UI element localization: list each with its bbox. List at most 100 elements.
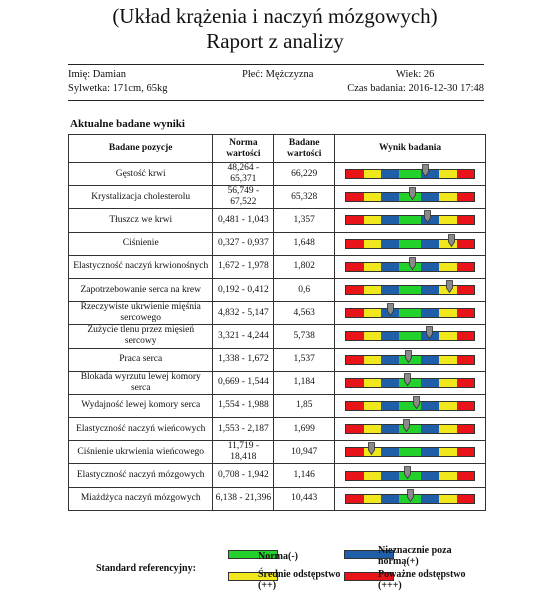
patient-gender: Płeć: Mężczyzna (242, 69, 314, 80)
legend-label: Standard referencyjny: (96, 563, 196, 574)
norm-range: 6,138 - 21,396 (212, 486, 275, 511)
item-name: Elastyczność naczyń wieńcowych (67, 417, 214, 442)
result-bar-cell (334, 486, 486, 511)
result-marker-icon (409, 256, 416, 270)
table-row: Ciśnienie 0,327 - 0,937 1,648 (67, 231, 486, 256)
result-bar (345, 280, 476, 296)
result-bar (345, 349, 476, 365)
divider-top (68, 64, 484, 65)
table-body: Gęstość krwi 48,264 - 65,371 66,229 Krystal… (67, 161, 486, 511)
results-table: Badane pozycje Norma wartości Badane war… (67, 134, 486, 511)
result-bar-cell (334, 463, 486, 488)
result-marker-icon (422, 164, 429, 178)
measured-value: 5,738 (273, 324, 336, 349)
item-name: Ciśnienie (67, 231, 214, 256)
table-row: Rzeczywiste ukrwienie mięśnia sercowego 4… (67, 301, 486, 326)
result-bar (345, 233, 476, 249)
header-result: Wynik badania (334, 134, 486, 163)
report-subtitle: Raport z analizy (206, 29, 344, 53)
report-header: (Układ krążenia i naczyń mózgowych) Rapo… (0, 4, 550, 54)
result-bar-cell (334, 370, 486, 395)
result-marker-icon (447, 233, 455, 247)
result-bar-cell (334, 417, 486, 442)
table-row: Zapotrzebowanie serca na krew 0,192 - 0,4… (67, 277, 486, 303)
item-name: Blokada wyrzutu lewej komory serca (67, 370, 214, 395)
legend-norm: Norma(-) (258, 551, 298, 562)
result-bar (345, 256, 476, 272)
norm-range: 11,719 - 18,418 (212, 440, 275, 465)
norm-range: 1,553 - 2,187 (212, 417, 275, 442)
measured-value: 1,699 (273, 417, 336, 442)
result-bar-cell (334, 254, 486, 279)
measured-value: 1,802 (273, 254, 336, 279)
norm-range: 1,338 - 1,672 (212, 347, 275, 372)
exam-time: Czas badania: 2016-12-30 17:48 (347, 83, 484, 94)
patient-info: Imię: Damian Płeć: Mężczyzna Wiek: 26 Sy… (68, 68, 484, 98)
result-marker-icon (404, 465, 411, 479)
result-marker-icon (404, 372, 411, 386)
result-bar (345, 210, 476, 226)
report-title: (Układ krążenia i naczyń mózgowych) (112, 4, 438, 28)
legend-swatch-norm (228, 550, 278, 559)
patient-figure: Sylwetka: 171cm, 65kg (68, 83, 168, 94)
table-row: Wydajność lewej komory serca 1,554 - 1,98… (67, 393, 486, 419)
norm-range: 4,832 - 5,147 (212, 301, 275, 326)
norm-range: 0,481 - 1,043 (212, 208, 275, 233)
result-marker-icon (409, 187, 416, 201)
table-header-row: Badane pozycje Norma wartości Badane war… (67, 134, 486, 163)
result-bar-cell (334, 324, 486, 349)
result-marker-icon (387, 303, 395, 317)
result-marker-icon (405, 349, 413, 363)
divider-bottom (68, 100, 484, 101)
item-name: Elastyczność naczyń krwionośnych (67, 254, 214, 279)
result-bar-cell (334, 231, 486, 256)
legend-severe: Poważne odstępstwo (+++) (378, 569, 466, 591)
header-value: Badane wartości (273, 134, 336, 163)
table-row: Praca serca 1,338 - 1,672 1,537 (67, 347, 486, 372)
result-bar (345, 396, 476, 411)
measured-value: 1,85 (273, 393, 336, 419)
norm-range: 1,672 - 1,978 (212, 254, 275, 279)
item-name: Krystalizacja cholesterolu (67, 185, 214, 210)
norm-range: 0,669 - 1,544 (212, 370, 275, 395)
measured-value: 10,443 (273, 486, 336, 511)
result-bar (345, 372, 476, 388)
result-bar (345, 419, 476, 435)
norm-range: 0,327 - 0,937 (212, 231, 275, 256)
table-row: Blokada wyrzutu lewej komory serca 0,669 … (67, 370, 486, 395)
item-name: Zapotrzebowanie serca na krew (67, 277, 214, 303)
header-norm: Norma wartości (212, 134, 275, 163)
result-bar-cell (334, 185, 486, 210)
measured-value: 1,537 (273, 347, 336, 372)
measured-value: 1,357 (273, 208, 336, 233)
measured-value: 66,229 (273, 161, 336, 187)
patient-name: Imię: Damian (68, 69, 127, 80)
item-name: Gęstość krwi (67, 161, 214, 187)
measured-value: 1,146 (273, 463, 336, 488)
result-bar-cell (334, 161, 486, 187)
legend-swatch-medium (228, 572, 278, 581)
result-bar (345, 164, 476, 180)
item-name: Rzeczywiste ukrwienie mięśnia sercowego (67, 301, 214, 326)
measured-value: 1,648 (273, 231, 336, 256)
norm-range: 1,554 - 1,988 (212, 393, 275, 419)
result-marker-icon (368, 442, 376, 456)
result-bar (345, 442, 476, 458)
item-name: Zużycie tlenu przez mięsień sercowy (67, 324, 214, 349)
result-bar-cell (334, 301, 486, 326)
result-marker-icon (406, 488, 414, 502)
legend-slight: Nieznacznie poza normą(+) (378, 545, 452, 567)
table-row: Gęstość krwi 48,264 - 65,371 66,229 (67, 161, 486, 187)
result-marker-icon (402, 419, 410, 433)
norm-range: 48,264 - 65,371 (212, 161, 275, 187)
norm-range: 0,192 - 0,412 (212, 277, 275, 303)
measured-value: 10,947 (273, 440, 336, 465)
legend-swatch-slight (344, 550, 394, 559)
result-marker-icon (425, 326, 433, 340)
table-row: Elastyczność naczyń krwionośnych 1,672 - … (67, 254, 486, 279)
result-bar-cell (334, 277, 486, 303)
item-name: Elastyczność naczyń mózgowych (67, 463, 214, 488)
result-bar-cell (334, 440, 486, 465)
result-bar-cell (334, 208, 486, 233)
result-bar-cell (334, 393, 486, 419)
